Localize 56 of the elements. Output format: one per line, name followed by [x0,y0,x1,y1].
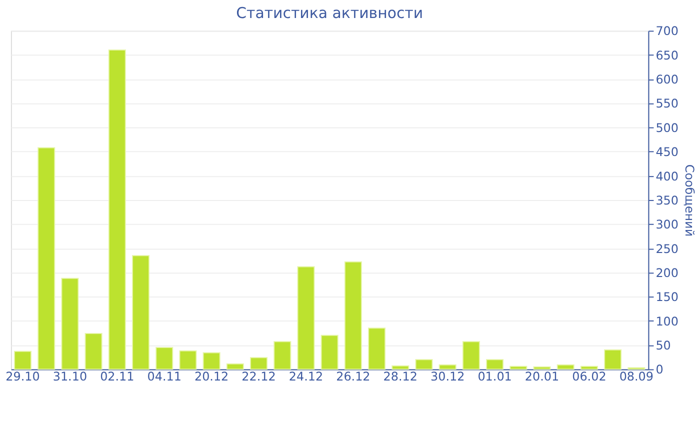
x-tick-label: 20.12 [194,370,229,384]
y-tick-label: 50 [656,338,671,353]
x-tick-label: 30.12 [430,370,465,384]
bar [14,350,32,370]
bar [344,261,362,370]
bar [438,364,456,370]
y-tick-label: 150 [656,290,678,304]
y-tick-label: 200 [656,266,678,280]
x-tick-label: 26.12 [336,370,370,384]
bar [108,50,126,370]
y-tick-label: 350 [656,193,678,208]
chart-title: Статистика активности [236,4,424,22]
y-tick-label: 700 [656,24,678,38]
bar [38,147,56,370]
bar [132,255,150,370]
y-tick-label: 650 [656,48,678,62]
bar [392,365,410,370]
y-tick-label: 400 [656,169,678,184]
x-tick-label: 24.12 [288,370,324,384]
x-tick-label: 20.01 [524,370,560,384]
y-tick-label: 600 [656,72,678,87]
x-tick-label: 31.10 [52,370,88,384]
bar [274,341,292,370]
y-tick-label: 100 [656,314,678,328]
y-tick-label: 450 [656,145,678,160]
x-tick-label: 29.10 [6,370,40,384]
x-tick-label: 06.02 [572,370,606,384]
bar [510,366,528,370]
bar [202,352,220,370]
bar [250,357,268,370]
x-tick-label: 04.11 [147,370,182,384]
bar [415,359,433,370]
bar [297,266,315,370]
x-tick-label: 22.12 [242,370,276,384]
y-axis-title: Сообщений [682,164,696,237]
y-tick-label: 0 [656,362,664,377]
x-tick-label: 08.09 [619,370,654,384]
x-tick-label: 01.01 [478,370,512,384]
bar [556,364,574,370]
bar [84,332,102,370]
y-tick-label: 250 [656,242,678,256]
x-tick-label: 28.12 [383,370,418,384]
bar [580,366,598,370]
bar [604,349,622,370]
bar [320,334,338,370]
bar [61,278,79,370]
y-tick-label: 500 [656,120,678,135]
y-tick-label: 300 [656,218,678,232]
bar [156,346,174,370]
y-tick-label: 550 [656,96,678,111]
bar [368,328,386,370]
bar [226,363,244,370]
bar [179,350,197,370]
bar [486,359,504,370]
x-tick-label: 02.11 [100,370,134,384]
bar [462,341,480,370]
